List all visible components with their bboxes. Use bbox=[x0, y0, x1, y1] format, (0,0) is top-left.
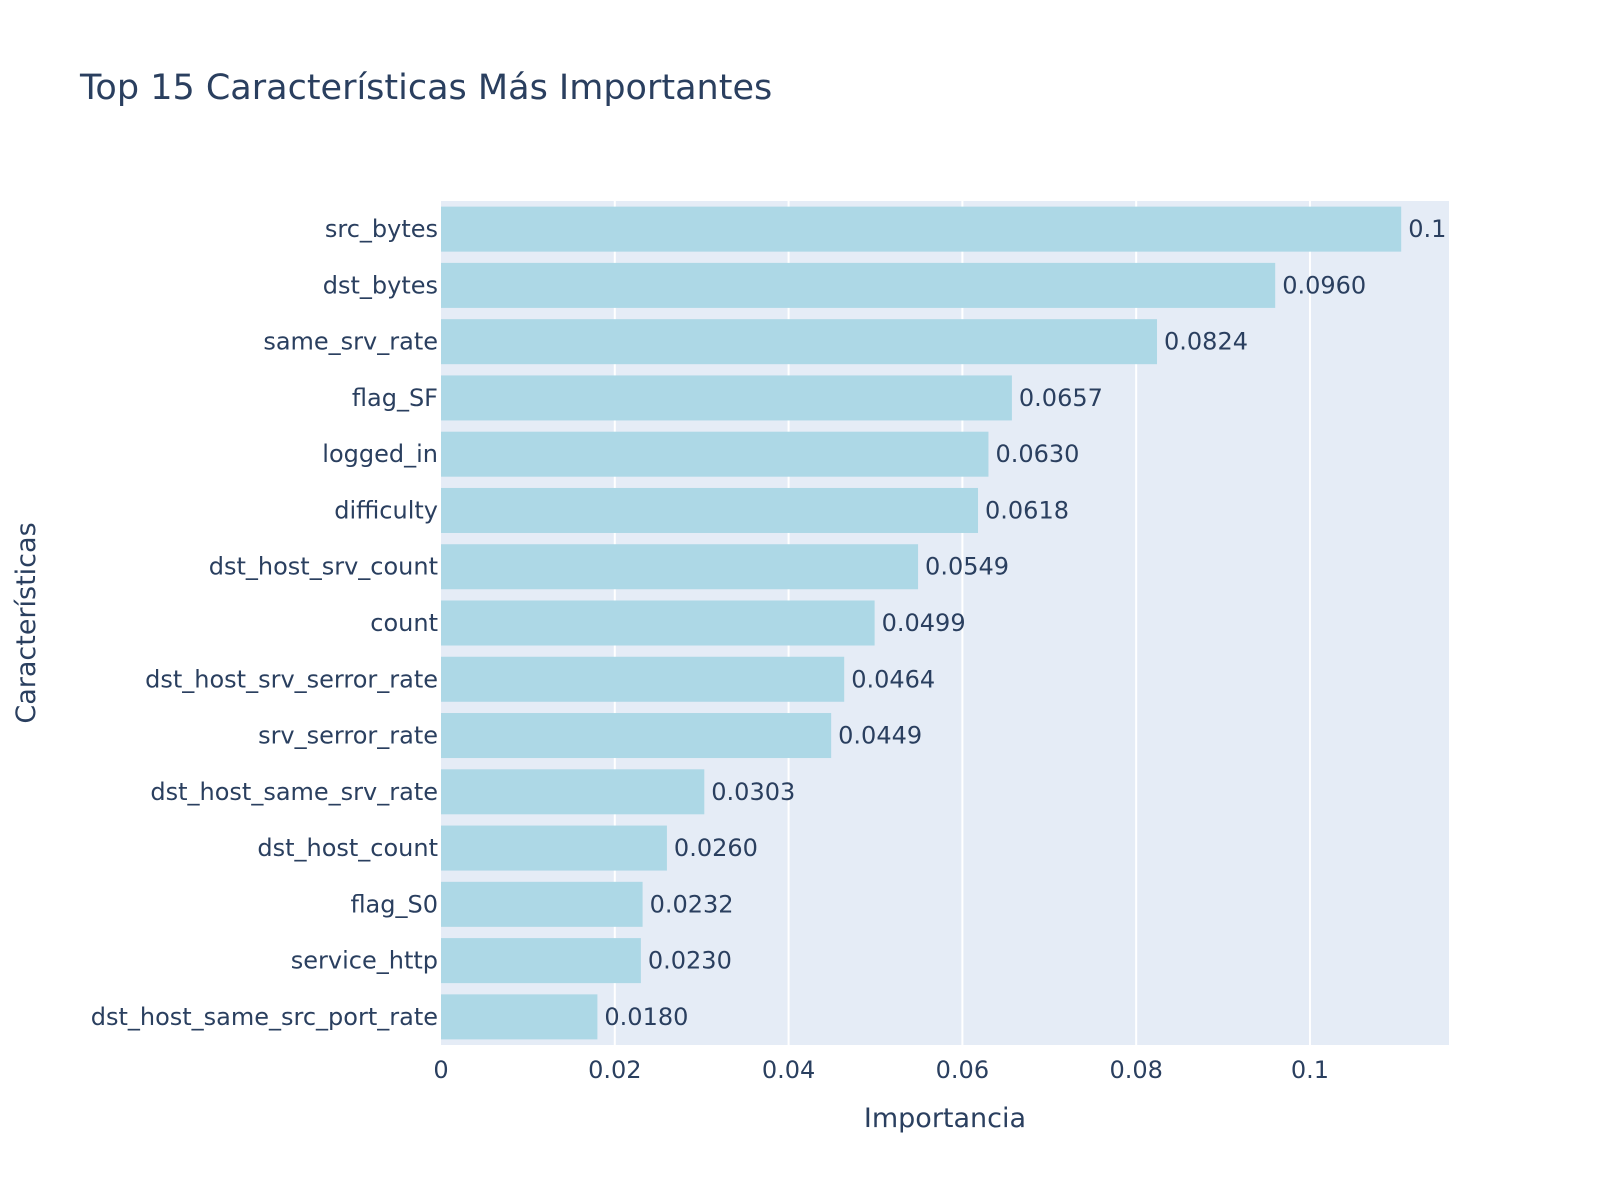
value-label-dst_host_same_src_port_rate: 0.0180 bbox=[604, 1003, 688, 1031]
bar-dst_host_srv_serror_rate[interactable] bbox=[441, 656, 845, 702]
y-tick-label-flag_S0: flag_S0 bbox=[350, 890, 438, 918]
y-tick-label-service_http: service_http bbox=[291, 947, 438, 975]
chart-title: Top 15 Características Más Importantes bbox=[79, 68, 772, 108]
bar-dst_host_same_srv_rate[interactable] bbox=[441, 769, 705, 815]
x-axis-title: Importancia bbox=[864, 1103, 1026, 1134]
y-tick-label-same_srv_rate: same_srv_rate bbox=[263, 328, 438, 356]
value-label-dst_host_count: 0.0260 bbox=[674, 834, 758, 862]
value-label-src_bytes: 0.1105 bbox=[1408, 215, 1492, 243]
y-tick-label-dst_host_srv_count: dst_host_srv_count bbox=[209, 553, 438, 581]
y-tick-label-src_bytes: src_bytes bbox=[325, 215, 438, 243]
y-tick-label-dst_host_same_srv_rate: dst_host_same_srv_rate bbox=[150, 778, 438, 806]
x-tick-label: 0.08 bbox=[1109, 1056, 1162, 1084]
y-tick-label-count: count bbox=[370, 609, 438, 637]
value-label-difficulty: 0.0618 bbox=[985, 496, 1069, 524]
value-label-dst_bytes: 0.0960 bbox=[1282, 271, 1366, 299]
x-tick-label: 0.04 bbox=[762, 1056, 815, 1084]
x-tick-label: 0 bbox=[433, 1056, 448, 1084]
bar-dst_bytes[interactable] bbox=[441, 262, 1276, 308]
value-labels-layer: 0.1105 0.0960 0.0824 0.0657 0.0630 0.0618 0.05… bbox=[604, 215, 1492, 1031]
bar-service_http[interactable] bbox=[441, 938, 641, 984]
bar-dst_host_same_src_port_rate[interactable] bbox=[441, 994, 598, 1040]
bar-src_bytes[interactable] bbox=[441, 206, 1402, 252]
bar-dst_host_srv_count[interactable] bbox=[441, 544, 919, 590]
x-tick-label: 0.02 bbox=[588, 1056, 641, 1084]
x-tick-label: 0.06 bbox=[936, 1056, 989, 1084]
x-axis-ticks: 0 0.02 0.04 0.06 0.08 0.1 bbox=[433, 1056, 1329, 1084]
y-tick-label-dst_bytes: dst_bytes bbox=[323, 271, 438, 299]
x-tick-label: 0.1 bbox=[1291, 1056, 1329, 1084]
value-label-dst_host_srv_serror_rate: 0.0464 bbox=[851, 665, 935, 693]
y-tick-label-srv_serror_rate: srv_serror_rate bbox=[258, 722, 438, 750]
bar-flag_S0[interactable] bbox=[441, 881, 643, 927]
bar-same_srv_rate[interactable] bbox=[441, 319, 1158, 365]
y-tick-label-dst_host_same_src_port_rate: dst_host_same_src_port_rate bbox=[91, 1003, 438, 1031]
y-tick-label-logged_in: logged_in bbox=[322, 440, 438, 468]
value-label-srv_serror_rate: 0.0449 bbox=[838, 722, 922, 750]
value-label-same_srv_rate: 0.0824 bbox=[1164, 328, 1248, 356]
value-label-dst_host_srv_count: 0.0549 bbox=[925, 553, 1009, 581]
value-label-flag_SF: 0.0657 bbox=[1019, 384, 1103, 412]
bar-logged_in[interactable] bbox=[441, 431, 989, 477]
y-tick-label-dst_host_count: dst_host_count bbox=[257, 834, 438, 862]
y-tick-label-dst_host_srv_serror_rate: dst_host_srv_serror_rate bbox=[145, 665, 438, 693]
bar-difficulty[interactable] bbox=[441, 487, 979, 533]
bars-layer bbox=[441, 206, 1402, 1040]
y-axis-ticks: src_bytes dst_bytes same_srv_rate flag_SFlo… bbox=[91, 215, 438, 1031]
value-label-count: 0.0499 bbox=[882, 609, 966, 637]
y-tick-label-difficulty: difficulty bbox=[334, 496, 438, 524]
value-label-logged_in: 0.0630 bbox=[995, 440, 1079, 468]
bar-dst_host_count[interactable] bbox=[441, 825, 667, 871]
y-axis-title: Características bbox=[11, 522, 42, 723]
bar-srv_serror_rate[interactable] bbox=[441, 713, 832, 759]
value-label-dst_host_same_srv_rate: 0.0303 bbox=[711, 778, 795, 806]
value-label-flag_S0: 0.0232 bbox=[650, 890, 734, 918]
bar-count[interactable] bbox=[441, 600, 875, 646]
y-tick-label-flag_SF: flag_SF bbox=[352, 384, 438, 412]
bar-flag_SF[interactable] bbox=[441, 375, 1012, 421]
value-label-service_http: 0.0230 bbox=[648, 947, 732, 975]
